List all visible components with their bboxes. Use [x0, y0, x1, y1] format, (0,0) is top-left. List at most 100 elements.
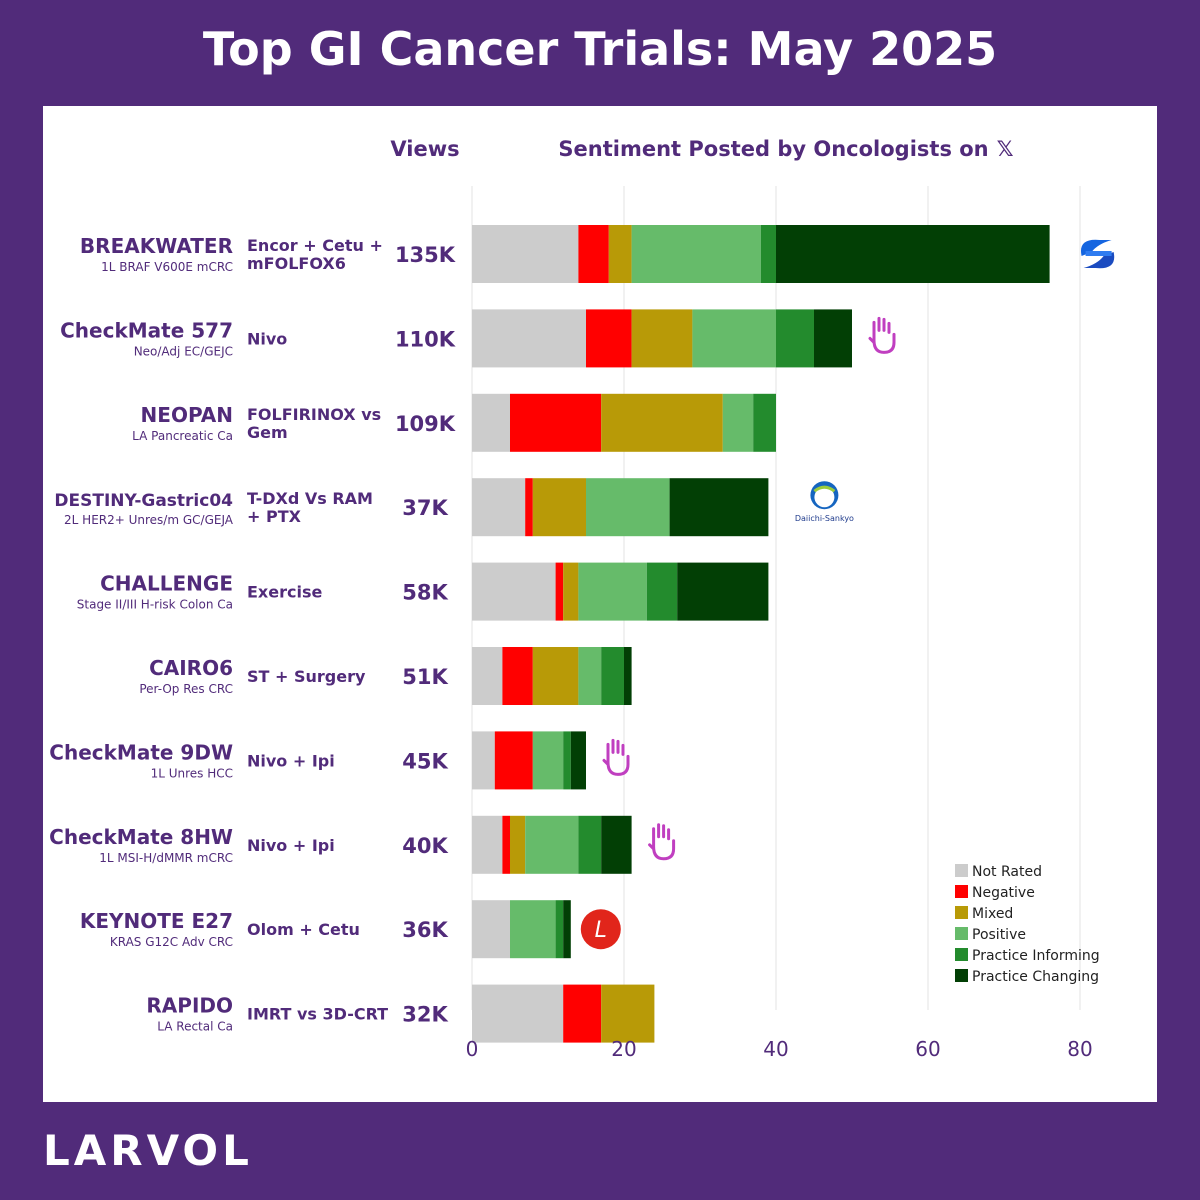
legend-label: Practice Informing — [972, 948, 1100, 964]
bar-segment-positive — [722, 393, 754, 452]
legend-swatch — [955, 948, 968, 961]
trial-name: RAPIDO — [146, 994, 233, 1018]
bar-segment-not-rated — [472, 731, 495, 790]
legend-label: Not Rated — [972, 864, 1042, 880]
trial-name: DESTINY-Gastric04 — [54, 491, 233, 511]
legend-swatch — [955, 906, 968, 919]
trial-subtitle: LA Rectal Ca — [157, 1020, 233, 1034]
treatment-label: Encor + Cetu + — [247, 236, 383, 255]
sponsor-logo-icon — [1080, 239, 1115, 269]
bar-segment-negative — [563, 984, 602, 1043]
treatment-label: T-DXd Vs RAM — [247, 489, 373, 508]
raised-hand-icon — [868, 316, 896, 354]
larvol-logo: LARVOL — [43, 1126, 253, 1175]
bar-segment-negative — [586, 309, 632, 368]
legend-label: Negative — [972, 885, 1035, 901]
x-tick-label: 40 — [763, 1037, 788, 1061]
bar-segment-negative — [525, 478, 533, 537]
lilly-logo-letter: L — [595, 918, 607, 943]
trial-name: CheckMate 9DW — [49, 740, 233, 764]
icon-layer: Daiichi-Sankyo L — [580, 239, 1115, 950]
views-value: 45K — [402, 749, 448, 773]
bar-segment-practice-changing — [669, 478, 769, 537]
bar-segment-positive — [532, 731, 564, 790]
views-value: 109K — [395, 412, 456, 436]
page-title: Top GI Cancer Trials: May 2025 — [202, 22, 998, 76]
bar-segment-practice-changing — [563, 900, 571, 959]
bar-segment-not-rated — [472, 309, 586, 368]
bar-segment-negative — [578, 225, 609, 283]
label-layer: BREAKWATER 1L BRAF V600E mCRC Encor + Cetu… — [49, 234, 456, 1034]
bar-segment-practice-changing — [624, 647, 632, 705]
treatment-label: Nivo — [247, 329, 287, 348]
chart-panel: BREAKWATER 1L BRAF V600E mCRC Encor + Cetu… — [43, 106, 1157, 1102]
x-tick-label: 20 — [611, 1037, 636, 1061]
views-value: 32K — [402, 1003, 448, 1027]
bar-segment-not-rated — [472, 225, 579, 283]
bar-segment-practice-informing — [753, 393, 776, 452]
daiichi-sankyo-label: Daiichi-Sankyo — [795, 514, 854, 523]
bar-segment-mixed — [532, 647, 579, 705]
sentiment-header: Sentiment Posted by Oncologists on 𝕏 — [558, 137, 1013, 161]
lilly-logo-icon: L — [580, 909, 621, 950]
trial-name: CAIRO6 — [149, 656, 233, 680]
treatment-label: Nivo + Ipi — [247, 836, 335, 855]
bar-segment-mixed — [631, 309, 693, 368]
bar-segment-positive — [578, 562, 647, 621]
views-value: 135K — [395, 243, 456, 267]
legend: Not Rated Negative Mixed Positive Practice I… — [955, 864, 1100, 985]
treatment-label: + PTX — [247, 507, 302, 526]
bar-segment-positive — [631, 225, 761, 283]
bar-segment-practice-informing — [646, 562, 678, 621]
bar-segment-practice-informing — [555, 900, 564, 959]
legend-swatch — [955, 885, 968, 898]
treatment-label: mFOLFOX6 — [247, 254, 346, 273]
bar-segment-practice-changing — [570, 731, 586, 790]
trial-subtitle: 1L MSI-H/dMMR mCRC — [99, 851, 233, 865]
bar-segment-negative — [494, 731, 533, 790]
views-value: 37K — [402, 496, 448, 520]
bar-layer — [472, 225, 1050, 1043]
bar-segment-practice-changing — [776, 225, 1050, 283]
legend-swatch — [955, 927, 968, 940]
bar-segment-positive — [692, 309, 776, 368]
x-platform-icon: 𝕏 — [997, 137, 1014, 161]
legend-swatch — [955, 969, 968, 982]
treatment-label: Olom + Cetu — [247, 920, 360, 939]
bar-segment-not-rated — [472, 815, 503, 874]
bar-segment-mixed — [563, 562, 579, 621]
trial-subtitle: Stage II/III H-risk Colon Ca — [77, 598, 233, 612]
trial-subtitle: 1L Unres HCC — [151, 766, 233, 780]
bar-segment-practice-informing — [760, 225, 776, 283]
treatment-label: Nivo + Ipi — [247, 751, 335, 770]
bar-segment-mixed — [601, 984, 655, 1043]
trial-subtitle: 2L HER2+ Unres/m GC/GEJA — [64, 513, 234, 527]
bar-segment-not-rated — [472, 900, 510, 959]
bar-segment-negative — [555, 562, 564, 621]
legend-label: Practice Changing — [972, 969, 1099, 985]
bar-segment-not-rated — [472, 562, 556, 621]
bar-segment-mixed — [608, 225, 632, 283]
treatment-label: ST + Surgery — [247, 667, 366, 686]
legend-label: Positive — [972, 927, 1026, 943]
bar-segment-practice-informing — [776, 309, 814, 368]
views-header: Views — [390, 137, 459, 161]
bar-segment-positive — [578, 647, 602, 705]
views-value: 51K — [402, 665, 448, 689]
treatment-label: IMRT vs 3D-CRT — [247, 1005, 388, 1024]
treatment-label: Exercise — [247, 583, 322, 602]
bar-segment-not-rated — [472, 984, 564, 1043]
trial-name: CheckMate 577 — [60, 318, 233, 342]
views-value: 36K — [402, 918, 448, 942]
trial-subtitle: Neo/Adj EC/GEJC — [134, 344, 233, 358]
sentiment-header-text: Sentiment Posted by Oncologists on — [558, 137, 988, 161]
views-value: 40K — [402, 834, 448, 858]
views-value: 58K — [402, 581, 448, 605]
trial-name: CHALLENGE — [100, 572, 233, 596]
bar-segment-practice-changing — [601, 815, 632, 874]
x-tick-label: 60 — [915, 1037, 940, 1061]
bar-segment-positive — [525, 815, 579, 874]
bar-segment-practice-informing — [578, 815, 602, 874]
bar-segment-not-rated — [472, 393, 510, 452]
treatment-label: Gem — [247, 423, 288, 442]
